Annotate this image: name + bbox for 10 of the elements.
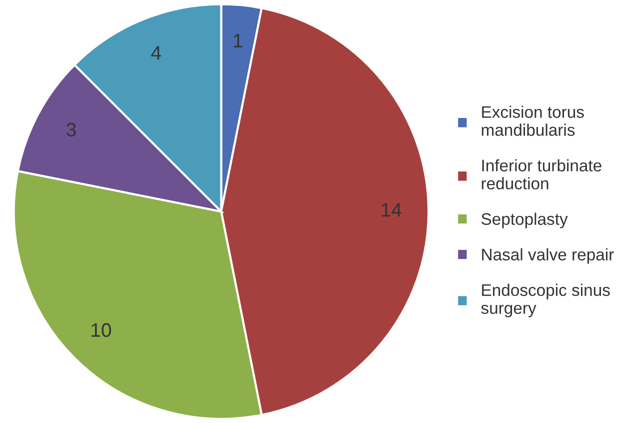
legend-label: Inferior turbinate reduction	[482, 159, 602, 190]
data-label: 14	[382, 203, 402, 217]
data-label: 3	[66, 122, 76, 137]
data-label: 4	[151, 46, 161, 60]
legend-label: Nasal valve repair	[482, 248, 614, 264]
data-label: 1	[234, 34, 242, 48]
legend-label: Excision torus mandibularis	[482, 106, 584, 136]
data-label: 10	[92, 323, 112, 337]
legend-label: Septoplasty	[481, 212, 568, 228]
legend-label: Endoscopic sinus surgery	[481, 284, 610, 318]
